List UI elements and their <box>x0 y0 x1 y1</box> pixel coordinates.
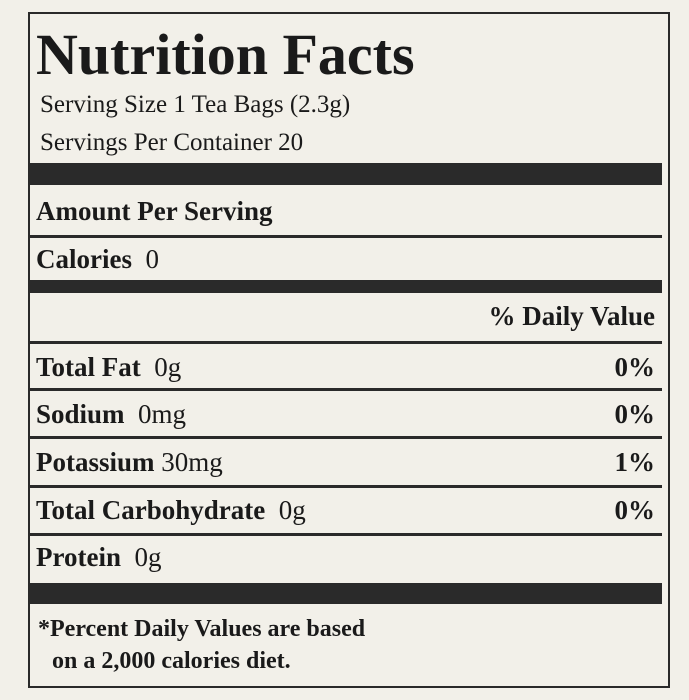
daily-value: 0% <box>614 399 656 429</box>
nutrient-name: Protein <box>36 542 121 572</box>
divider <box>30 436 662 439</box>
title: Nutrition Facts <box>36 22 415 87</box>
daily-value-header: % Daily Value <box>488 301 655 331</box>
divider <box>30 388 662 391</box>
divider <box>30 583 662 604</box>
calories-value: 0 <box>145 244 159 274</box>
calories-row: Calories 0 <box>36 246 159 273</box>
footnote: on a 2,000 calories diet. <box>52 648 291 674</box>
nutrient-name: Total Fat <box>36 352 141 382</box>
nutrient-amount: 0g <box>154 352 182 382</box>
nutrient-amount: 0g <box>134 542 162 572</box>
nutrient-row: Total Fat 0g <box>36 354 181 381</box>
divider <box>30 485 662 488</box>
footnote: *Percent Daily Values are based <box>38 616 366 642</box>
nutrient-amount: 0mg <box>138 399 187 429</box>
label-border <box>28 12 670 688</box>
serving-size: Serving Size 1 Tea Bags (2.3g) <box>40 91 351 118</box>
divider <box>30 341 662 344</box>
nutrient-name: Sodium <box>36 399 125 429</box>
divider <box>30 533 662 536</box>
amount-per-serving: Amount Per Serving <box>36 196 273 226</box>
nutrient-name: Potassium <box>36 447 155 477</box>
nutrient-amount: 0g <box>278 495 306 525</box>
nutrient-row: Protein 0g <box>36 544 161 571</box>
daily-value: 1% <box>614 447 656 477</box>
nutrient-row: Total Carbohydrate 0g <box>36 497 306 524</box>
daily-value: 0% <box>614 495 656 525</box>
divider <box>30 163 662 185</box>
divider <box>30 280 662 293</box>
divider <box>30 235 662 238</box>
daily-value: 0% <box>614 352 656 382</box>
nutrient-row: Potassium 30mg <box>36 449 223 476</box>
nutrient-name: Total Carbohydrate <box>36 495 266 525</box>
nutrient-row: Sodium 0mg <box>36 401 186 428</box>
servings-per-container: Servings Per Container 20 <box>40 129 304 156</box>
nutrient-amount: 30mg <box>161 447 223 477</box>
calories-label: Calories <box>36 244 132 274</box>
